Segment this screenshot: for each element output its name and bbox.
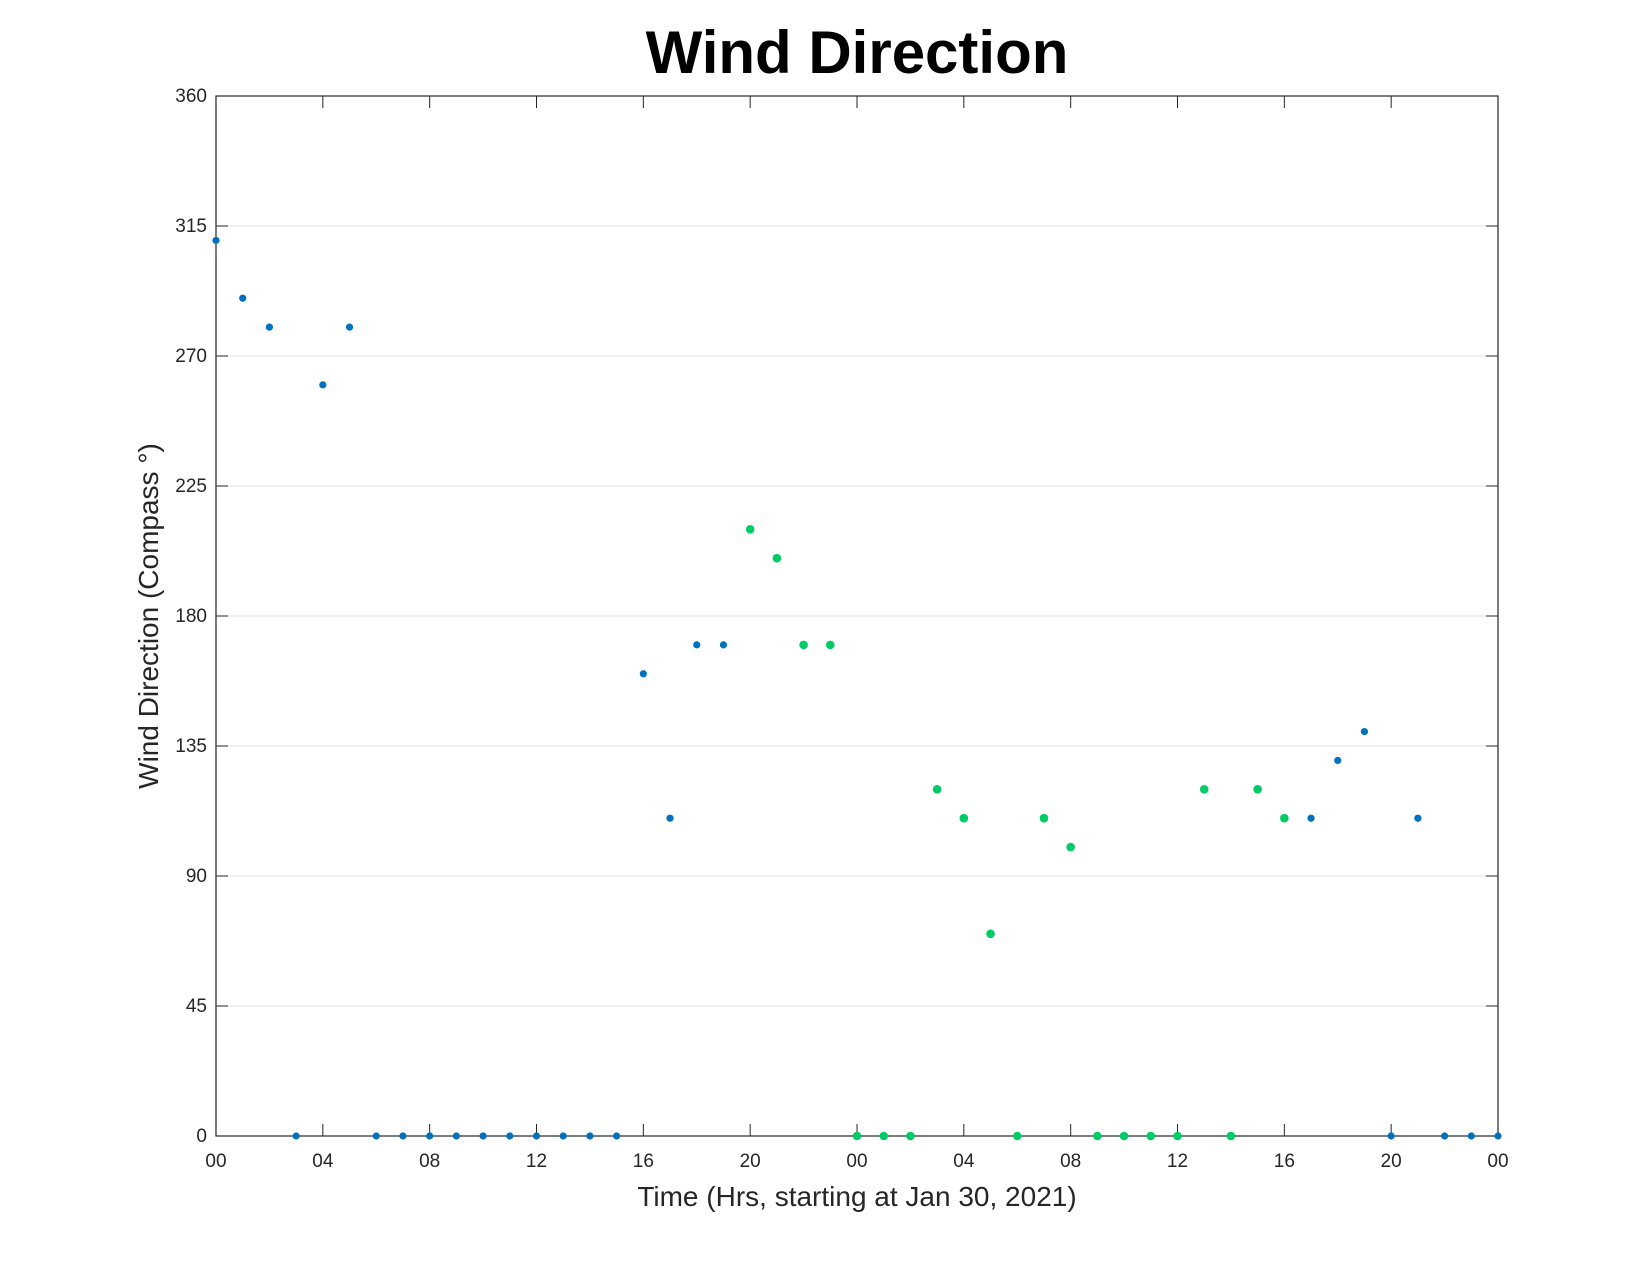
data-point (745, 525, 755, 534)
x-tick-label: 12 (526, 1151, 547, 1172)
data-point (666, 814, 674, 822)
x-tick-label: 00 (1487, 1151, 1508, 1172)
data-point (1387, 1132, 1395, 1140)
data-point (292, 1132, 300, 1140)
data-point (1066, 842, 1075, 852)
data-point (319, 381, 327, 389)
data-point (1146, 1131, 1156, 1141)
y-tick-label: 180 (175, 606, 207, 627)
data-point (1199, 785, 1209, 794)
x-axis-label: Time (Hrs, starting at Jan 30, 2021) (637, 1181, 1076, 1212)
data-point (799, 640, 808, 650)
data-point (1307, 814, 1315, 822)
data-point (265, 323, 274, 331)
grid-lines (216, 225, 1498, 1007)
data-point (212, 236, 220, 245)
x-tick-label: 08 (1060, 1151, 1081, 1172)
series-1 (212, 236, 1502, 1140)
y-tick-label: 315 (175, 216, 207, 237)
data-point (613, 1132, 621, 1140)
data-point (399, 1132, 407, 1140)
data-point (532, 1132, 541, 1140)
data-point (586, 1132, 594, 1140)
y-tick-label: 0 (196, 1126, 207, 1147)
y-tick-label: 135 (175, 736, 207, 757)
data-point (479, 1132, 487, 1140)
data-point (426, 1132, 434, 1140)
data-point (452, 1132, 460, 1140)
data-point (719, 641, 728, 649)
data-point (986, 929, 995, 939)
data-point (1280, 813, 1289, 823)
data-point (1414, 814, 1422, 822)
data-point (1467, 1132, 1475, 1140)
data-point (372, 1132, 380, 1140)
y-tick-label: 360 (175, 86, 207, 107)
y-axis-label: Wind Direction (Compass °) (133, 443, 164, 789)
data-point (559, 1132, 567, 1140)
data-point (1253, 785, 1262, 794)
series-2 (745, 525, 1289, 1141)
data-point (1440, 1132, 1449, 1140)
x-tick-label: 00 (846, 1151, 867, 1172)
data-point (932, 785, 942, 794)
data-point (772, 553, 782, 563)
data-point (825, 640, 835, 650)
chart-title: Wind Direction (646, 19, 1069, 86)
data-point (1334, 756, 1342, 765)
x-tick-label: 16 (633, 1151, 654, 1172)
x-tick-label: 12 (1167, 1151, 1188, 1172)
y-tick-label: 90 (186, 866, 207, 887)
y-tick-label: 45 (186, 996, 207, 1017)
data-point (906, 1131, 915, 1141)
data-point (345, 323, 354, 331)
x-tick-label: 04 (953, 1151, 975, 1172)
x-tick-label: 16 (1274, 1151, 1295, 1172)
data-point (1012, 1131, 1022, 1141)
axis-ticks: 0 45 90 135 180 225 270 315 360 00 04 08 12 16 20 00 04 0… (175, 86, 1508, 1172)
data-point (959, 813, 969, 823)
x-tick-label: 00 (205, 1151, 226, 1172)
data-point (1093, 1131, 1102, 1141)
data-point (1226, 1131, 1236, 1141)
data-point (239, 294, 247, 302)
data-point (639, 670, 647, 678)
data-point (1360, 727, 1369, 736)
x-tick-label: 08 (419, 1151, 440, 1172)
data-point (1039, 813, 1049, 823)
data-point (1173, 1131, 1182, 1141)
y-tick-label: 225 (175, 476, 207, 497)
x-tick-label: 04 (312, 1151, 334, 1172)
data-point (506, 1132, 514, 1140)
data-point (1119, 1131, 1129, 1141)
data-point (1494, 1132, 1502, 1140)
data-points (212, 236, 1502, 1141)
data-point (693, 641, 701, 649)
y-tick-label: 270 (175, 346, 207, 367)
data-point (852, 1131, 862, 1141)
data-point (879, 1131, 889, 1141)
x-tick-label: 20 (740, 1151, 761, 1172)
x-tick-label: 20 (1381, 1151, 1402, 1172)
